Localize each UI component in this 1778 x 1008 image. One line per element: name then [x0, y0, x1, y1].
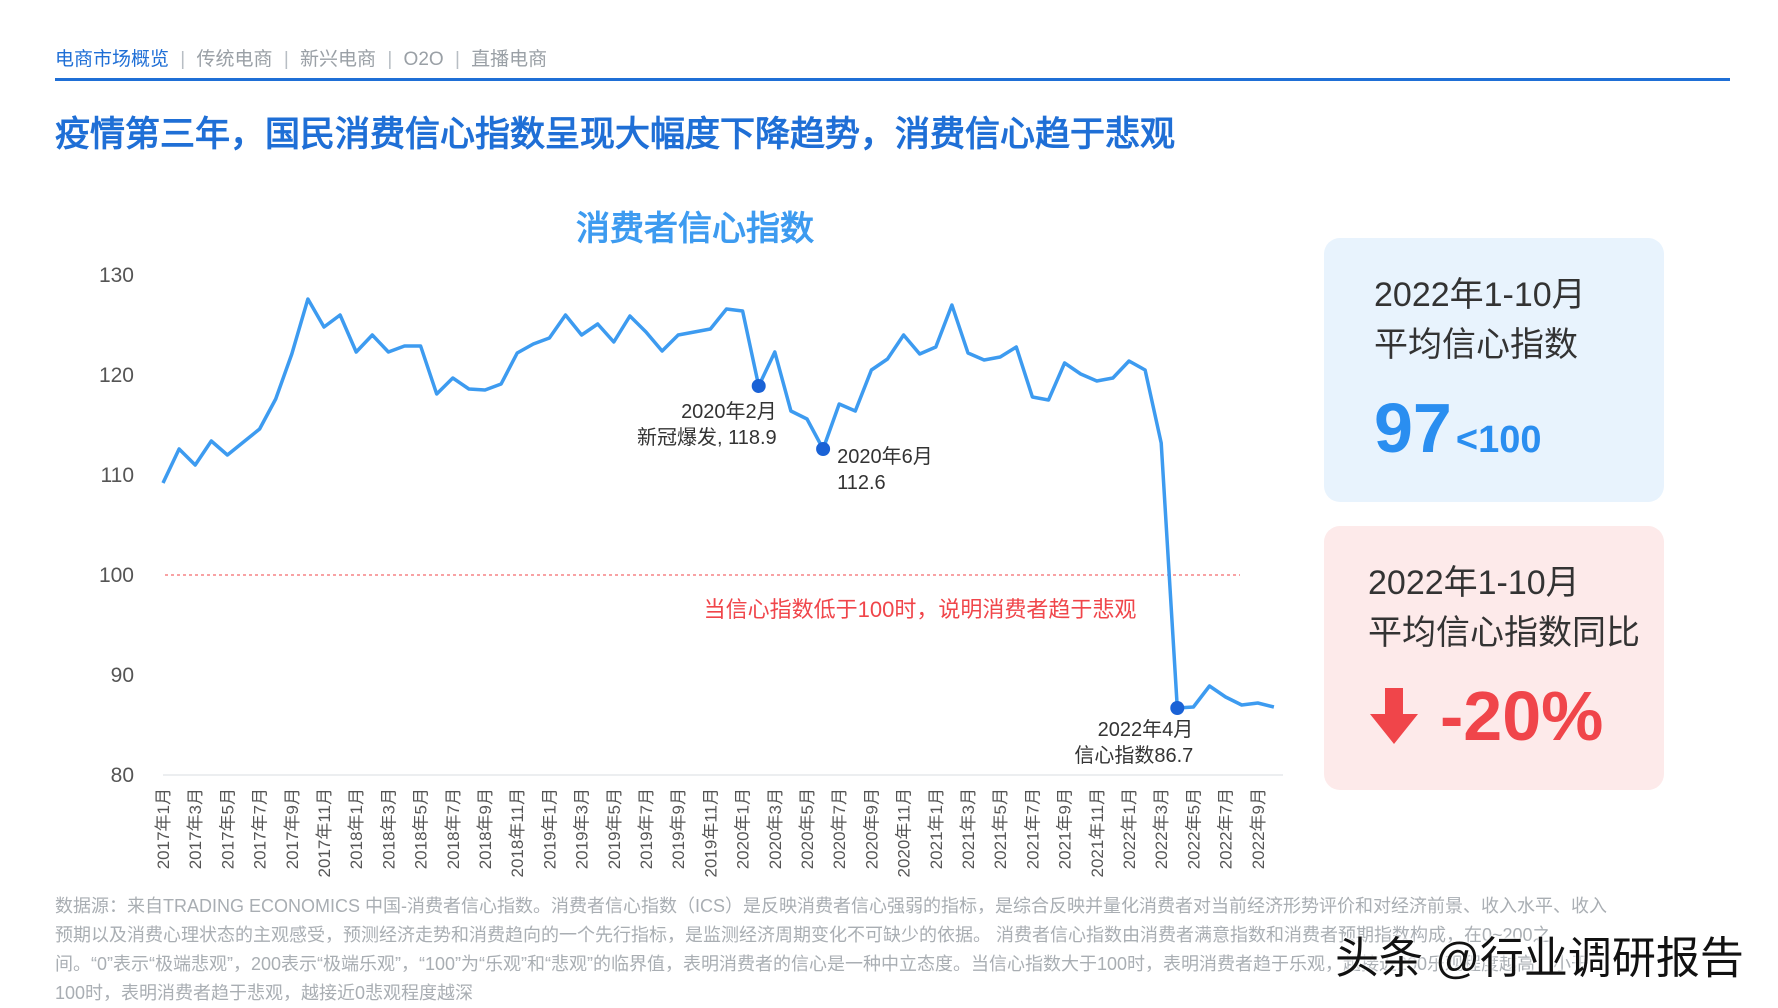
- x-tick-label: 2019年11月: [701, 788, 720, 877]
- x-tick-label: 2018年9月: [476, 788, 495, 869]
- x-tick-label: 2021年7月: [1023, 788, 1042, 869]
- nav-item-traditional[interactable]: 传统电商: [196, 49, 273, 70]
- y-tick-label: 130: [99, 264, 134, 287]
- x-tick-label: 2021年1月: [927, 788, 946, 869]
- nav-separator: |: [454, 49, 460, 70]
- average-card-period: 2022年1-10月: [1374, 276, 1586, 314]
- x-tick-label: 2020年9月: [862, 788, 881, 869]
- header-rule: [55, 78, 1730, 81]
- data-source-note: 数据源：来自TRADING ECONOMICS 中国-消费者信心指数。消费者信心…: [55, 896, 1607, 1003]
- nav-separator: |: [283, 49, 289, 70]
- yoy-change-card: 2022年1-10月 平均信心指数同比 -20%: [1324, 526, 1664, 790]
- nav-item-o2o[interactable]: O2O: [403, 49, 444, 70]
- section-nav: 电商市场概览 | 传统电商 | 新兴电商 | O2O | 直播电商: [55, 44, 547, 71]
- nav-item-livestream[interactable]: 直播电商: [471, 49, 548, 70]
- average-index-card: 2022年1-10月 平均信心指数 97 <100: [1324, 238, 1664, 502]
- nav-separator: |: [180, 49, 186, 70]
- average-number: 97: [1374, 389, 1452, 467]
- yoy-value: -20%: [1370, 676, 1603, 756]
- x-tick-label: 2022年7月: [1217, 788, 1236, 869]
- x-tick-label: 2017年7月: [251, 788, 270, 869]
- down-arrow-icon: [1370, 688, 1418, 744]
- annotation-value: 信心指数86.7: [1074, 744, 1193, 767]
- annotation-marker: [751, 379, 766, 393]
- x-tick-label: 2018年1月: [347, 788, 366, 869]
- x-tick-label: 2022年3月: [1152, 788, 1171, 869]
- x-tick-label: 2017年1月: [154, 788, 173, 869]
- x-tick-label: 2021年9月: [1056, 788, 1075, 869]
- annotation-marker: [1170, 701, 1185, 715]
- x-tick-label: 2022年9月: [1249, 788, 1268, 869]
- nav-separator: |: [387, 49, 393, 70]
- x-tick-label: 2018年5月: [412, 788, 431, 869]
- average-value: 97 <100: [1374, 388, 1541, 468]
- nav-item-market-overview[interactable]: 电商市场概览: [55, 49, 170, 70]
- yoy-percent: -20%: [1440, 677, 1604, 755]
- annotation-value: 新冠爆发, 118.9: [637, 426, 777, 449]
- x-tick-label: 2017年11月: [315, 788, 334, 877]
- x-tick-label: 2020年3月: [766, 788, 785, 869]
- y-tick-label: 110: [101, 464, 134, 487]
- x-tick-label: 2017年3月: [186, 788, 205, 869]
- x-tick-label: 2021年11月: [1088, 788, 1107, 877]
- x-tick-label: 2020年5月: [798, 788, 817, 869]
- y-tick-label: 120: [99, 364, 134, 387]
- x-tick-label: 2018年7月: [444, 788, 463, 869]
- x-tick-label: 2017年5月: [218, 788, 237, 869]
- x-tick-label: 2020年7月: [830, 788, 849, 869]
- annotation-marker: [816, 442, 831, 456]
- x-tick-label: 2019年7月: [637, 788, 656, 869]
- annotation-date: 2022年4月: [1098, 718, 1194, 741]
- yoy-card-period: 2022年1-10月: [1368, 564, 1580, 602]
- x-tick-label: 2022年5月: [1184, 788, 1203, 869]
- x-tick-label: 2017年9月: [283, 788, 302, 869]
- y-tick-label: 90: [111, 664, 134, 687]
- confidence-line-chart: 消费者信心指数 80 90 100 110 120 130 2017年1月 2017年3月 201…: [99, 210, 1283, 877]
- x-tick-label: 2018年11月: [508, 788, 527, 877]
- x-tick-label: 2019年5月: [605, 788, 624, 869]
- y-tick-label: 100: [99, 564, 134, 587]
- nav-item-emerging[interactable]: 新兴电商: [300, 49, 377, 70]
- annotation-date: 2020年6月: [837, 445, 933, 468]
- x-tick-label: 2020年1月: [734, 788, 753, 869]
- x-tick-label: 2022年1月: [1120, 788, 1139, 869]
- series-line: [161, 297, 1275, 710]
- yoy-card-label: 平均信心指数同比: [1368, 614, 1640, 652]
- x-tick-label: 2019年1月: [540, 788, 559, 869]
- average-card-label: 平均信心指数: [1374, 326, 1578, 364]
- annotation-date: 2020年2月: [681, 400, 777, 423]
- average-comparison: <100: [1455, 419, 1542, 461]
- x-tick-label: 2018年3月: [379, 788, 398, 869]
- chart-title: 消费者信心指数: [576, 210, 814, 248]
- annotation-value: 112.6: [837, 472, 886, 494]
- y-tick-label: 80: [111, 764, 134, 787]
- x-tick-label: 2021年5月: [991, 788, 1010, 869]
- x-tick-label: 2021年3月: [959, 788, 978, 869]
- watermark: 头条 @行业调研报告: [1335, 934, 1744, 983]
- x-tick-label: 2020年11月: [895, 788, 914, 877]
- threshold-label: 当信心指数低于100时，说明消费者趋于悲观: [704, 597, 1137, 622]
- page-headline: 疫情第三年，国民消费信心指数呈现大幅度下降趋势，消费信心趋于悲观: [55, 115, 1176, 154]
- x-tick-label: 2019年3月: [573, 788, 592, 869]
- x-tick-label: 2019年9月: [669, 788, 688, 869]
